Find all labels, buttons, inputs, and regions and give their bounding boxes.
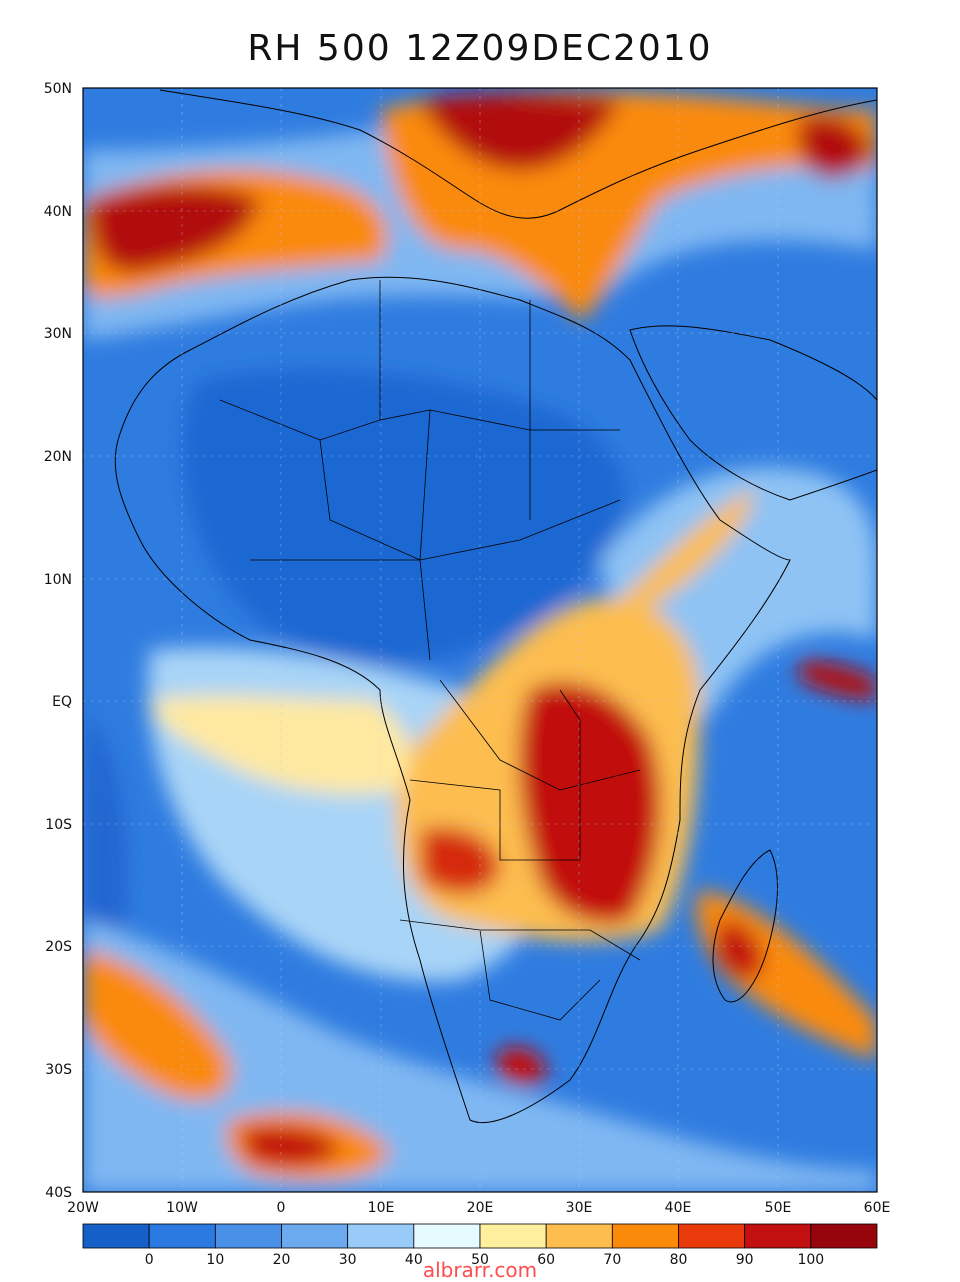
watermark-text: albrarr.com bbox=[422, 1258, 538, 1282]
lat-axis: 50N 40N 30N 20N 10N EQ 10S 20S 30S 40S bbox=[44, 81, 72, 1201]
colorbar-label: 10 bbox=[206, 1252, 224, 1268]
core-north-red bbox=[90, 185, 260, 273]
colorbar-label: 70 bbox=[603, 1252, 621, 1268]
colorbar-swatch bbox=[545, 1223, 613, 1249]
colorbar-label: 100 bbox=[797, 1252, 824, 1268]
core-south-red bbox=[240, 1126, 340, 1167]
zone-sw-orange bbox=[83, 950, 232, 1100]
lat-tick-label: 40S bbox=[45, 1185, 72, 1201]
lon-tick-label: 20E bbox=[467, 1200, 494, 1216]
colorbar-swatch bbox=[413, 1223, 481, 1249]
zone-west-yellow bbox=[150, 695, 410, 794]
colorbar-label: 20 bbox=[273, 1252, 291, 1268]
lon-tick-label: 20W bbox=[67, 1200, 99, 1216]
colorbar-swatch bbox=[744, 1223, 812, 1249]
core-east-red bbox=[800, 660, 877, 700]
colorbar-swatch bbox=[214, 1223, 282, 1249]
core-angola-red bbox=[420, 827, 500, 894]
colorbar-label: 80 bbox=[670, 1252, 688, 1268]
africa-coastline bbox=[114, 276, 791, 1124]
core-madagascar-red bbox=[715, 920, 763, 979]
colorbar: 0 10 20 30 40 50 60 70 80 90 100 bbox=[82, 1223, 878, 1268]
colorbar-label: 30 bbox=[339, 1252, 357, 1268]
lon-tick-label: 50E bbox=[765, 1200, 792, 1216]
colorbar-label: 90 bbox=[736, 1252, 754, 1268]
core-med-red bbox=[420, 93, 620, 170]
border-lines bbox=[219, 280, 641, 1021]
colorbar-swatch bbox=[281, 1223, 349, 1249]
zone-horn-orange bbox=[620, 490, 753, 620]
lat-tick-label: 10N bbox=[44, 572, 72, 588]
core-congo-red bbox=[519, 682, 661, 924]
map-frame bbox=[82, 87, 878, 1193]
lat-tick-label: 20N bbox=[44, 449, 72, 465]
lon-tick-label: 0 bbox=[277, 1200, 286, 1216]
gridlines bbox=[83, 88, 877, 1192]
lat-tick-label: 50N bbox=[44, 81, 72, 97]
colorbar-label: 40 bbox=[405, 1252, 423, 1268]
core-southafrica-red bbox=[495, 1047, 546, 1086]
lat-tick-label: 10S bbox=[45, 817, 72, 833]
colorbar-label: 50 bbox=[471, 1252, 489, 1268]
colorbar-swatch bbox=[678, 1223, 746, 1249]
colorbar-label: 0 bbox=[145, 1252, 154, 1268]
lon-tick-label: 40E bbox=[665, 1200, 692, 1216]
lat-tick-label: EQ bbox=[52, 694, 72, 710]
lon-axis: 20W 10W 0 10E 20E 30E 40E 50E 60E bbox=[67, 1200, 890, 1216]
lat-tick-label: 20S bbox=[45, 939, 72, 955]
arabia-coastline bbox=[629, 325, 877, 501]
lat-tick-label: 30S bbox=[45, 1062, 72, 1078]
colorbar-label: 60 bbox=[537, 1252, 555, 1268]
map-title: RH 500 12Z09DEC2010 bbox=[247, 28, 713, 69]
colorbar-swatch bbox=[82, 1223, 150, 1249]
lon-tick-label: 60E bbox=[864, 1200, 891, 1216]
colorbar-swatch bbox=[148, 1223, 216, 1249]
europe-coastline bbox=[159, 89, 877, 219]
colorbar-swatch bbox=[810, 1223, 878, 1249]
lon-tick-label: 30E bbox=[566, 1200, 593, 1216]
lon-tick-label: 10E bbox=[368, 1200, 395, 1216]
dry-core-sahara bbox=[181, 369, 626, 666]
madagascar-coastline bbox=[712, 849, 778, 1003]
colorbar-swatch bbox=[347, 1223, 415, 1249]
colorbar-swatch bbox=[611, 1223, 679, 1249]
core-arabia-red bbox=[798, 116, 870, 179]
lon-tick-label: 10W bbox=[166, 1200, 198, 1216]
colorbar-swatch bbox=[479, 1223, 547, 1249]
lat-tick-label: 40N bbox=[44, 204, 72, 220]
lat-tick-label: 30N bbox=[44, 326, 72, 342]
